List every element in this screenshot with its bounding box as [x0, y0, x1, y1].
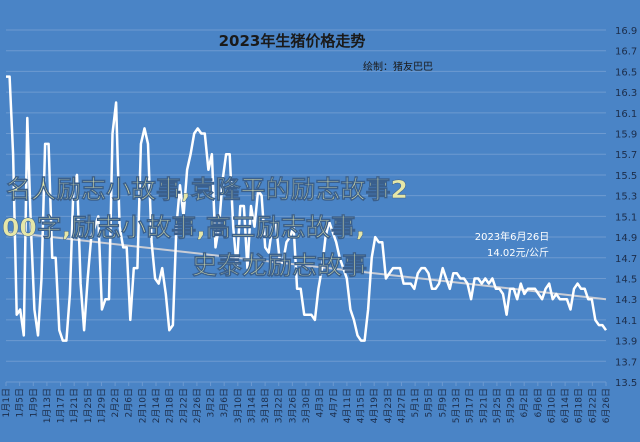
y-tick-label: 14.3: [615, 295, 637, 306]
x-tick-label: 1月29日: [96, 388, 107, 423]
x-tick-label: 2月2日: [110, 388, 121, 417]
y-tick-label: 14.7: [615, 254, 637, 265]
overlay-text-line-3: 史泰龙励志故事: [192, 251, 367, 280]
x-tick-label: 3月22日: [274, 388, 285, 423]
chart-subtitle: 绘制：猪友巴巴: [363, 60, 433, 73]
y-tick-label: 15.3: [615, 192, 637, 203]
x-tick-label: 5月29日: [506, 388, 517, 423]
y-tick-label: 16.3: [615, 88, 637, 99]
x-tick-label: 6月26日: [601, 388, 612, 423]
x-tick-label: 1月5日: [15, 388, 26, 417]
y-tick-label: 14.1: [615, 316, 637, 327]
x-tick-label: 5月25日: [492, 388, 503, 423]
y-tick-label: 16.1: [615, 109, 637, 120]
x-tick-label: 6月18日: [574, 388, 585, 423]
x-tick-label: 4月3日: [315, 388, 326, 417]
y-tick-label: 15.9: [615, 130, 637, 141]
y-axis-ticks: 16.9 16.7 16.5 16.3 16.1 15.9 15.7 15.5 15.3 15.1…: [615, 26, 637, 389]
y-tick-label: 14.9: [615, 233, 637, 244]
y-tick-label: 15.5: [615, 171, 637, 182]
x-tick-label: 1月21日: [69, 388, 80, 423]
y-tick-label: 15.7: [615, 150, 637, 161]
y-tick-label: 13.5: [615, 378, 637, 389]
x-tick-label: 2月22日: [178, 388, 189, 423]
y-tick-label: 16.9: [615, 26, 637, 37]
y-tick-label: 16.5: [615, 67, 637, 78]
overlay-text-line-2: 00字,励志小故事,高三励志故事,: [2, 213, 365, 242]
annotation-price: 14.02元/公斤: [487, 247, 549, 259]
x-tick-label: 5月5日: [424, 388, 435, 417]
annotation-date: 2023年6月26日: [475, 230, 550, 243]
x-tick-label: 5月13日: [451, 388, 462, 423]
x-tick-label: 5月17日: [465, 388, 476, 423]
x-tick-label: 5月21日: [478, 388, 489, 423]
y-tick-label: 16.7: [615, 47, 637, 58]
x-tick-label: 1月13日: [42, 388, 53, 423]
x-tick-label: 4月23日: [383, 388, 394, 423]
x-tick-label: 4月19日: [369, 388, 380, 423]
y-tick-label: 14.5: [615, 274, 637, 285]
trend-line: [5, 230, 607, 301]
y-tick-label: 13.7: [615, 357, 637, 368]
x-tick-label: 6月10日: [546, 388, 557, 423]
x-tick-label: 2月26日: [192, 388, 203, 423]
x-tick-label: 3月26日: [287, 388, 298, 423]
x-tick-label: 5月9日: [437, 388, 448, 417]
x-tick-label: 3月18日: [260, 388, 271, 423]
x-axis-ticks: 1月1日 1月5日 1月9日 1月13日 1月17日 1月21日 1月25日 1月29日 2月2…: [1, 382, 612, 423]
x-tick-label: 1月17日: [56, 388, 67, 423]
y-tick-label: 13.9: [615, 337, 637, 348]
x-tick-label: 3月14日: [246, 388, 257, 423]
overlay-text-line-1: 名人励志小故事,袁隆平的励志故事2: [6, 175, 408, 204]
grid-lines: [6, 29, 606, 383]
x-tick-label: 2月10日: [137, 388, 148, 423]
chart-title: 2023年生猪价格走势: [219, 32, 366, 50]
x-tick-label: 2月18日: [165, 388, 176, 423]
x-tick-label: 3月6日: [219, 388, 230, 417]
x-tick-label: 3月2日: [206, 388, 217, 417]
y-tick-label: 15.1: [615, 212, 637, 223]
x-tick-label: 1月9日: [28, 388, 39, 417]
x-tick-label: 4月15日: [356, 388, 367, 423]
x-tick-label: 1月25日: [83, 388, 94, 423]
x-tick-label: 5月1日: [410, 388, 421, 417]
x-tick-label: 2月14日: [151, 388, 162, 423]
x-tick-label: 1月1日: [1, 388, 12, 417]
x-tick-label: 6月6日: [533, 388, 544, 417]
x-tick-label: 2月6日: [124, 388, 135, 417]
x-tick-label: 6月2日: [519, 388, 530, 417]
x-tick-label: 6月14日: [560, 388, 571, 423]
x-tick-label: 4月11日: [342, 388, 353, 423]
x-tick-label: 3月30日: [301, 388, 312, 423]
x-tick-label: 6月22日: [587, 388, 598, 423]
x-tick-label: 4月7日: [328, 388, 339, 417]
x-tick-label: 3月10日: [233, 388, 244, 423]
x-tick-label: 4月27日: [396, 388, 407, 423]
price-line: [6, 75, 608, 342]
